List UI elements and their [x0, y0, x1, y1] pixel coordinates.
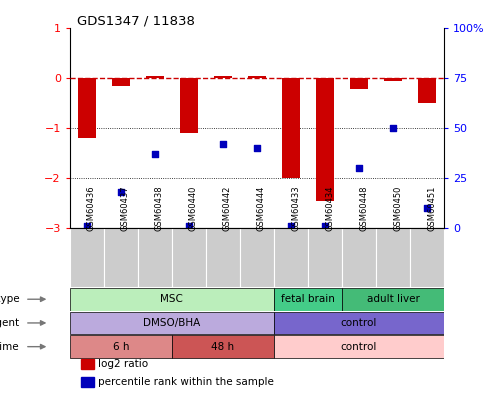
Text: 6 h: 6 h [113, 342, 129, 352]
FancyBboxPatch shape [70, 288, 274, 311]
FancyBboxPatch shape [70, 335, 172, 358]
Text: GSM60437: GSM60437 [121, 185, 130, 231]
FancyBboxPatch shape [274, 311, 444, 335]
Point [219, 141, 227, 147]
Text: GSM60444: GSM60444 [257, 185, 266, 231]
Bar [316, 78, 334, 200]
Bar [146, 76, 164, 78]
Point [117, 189, 125, 195]
Text: time: time [0, 342, 19, 352]
Text: 48 h: 48 h [212, 342, 235, 352]
Bar [281, 78, 300, 178]
Text: GDS1347 / 11838: GDS1347 / 11838 [77, 14, 195, 27]
Point [389, 125, 397, 132]
Text: fetal brain: fetal brain [281, 294, 335, 304]
Text: GSM60448: GSM60448 [359, 185, 368, 231]
Bar [418, 78, 437, 103]
Text: percentile rank within the sample: percentile rank within the sample [98, 377, 274, 387]
FancyBboxPatch shape [342, 288, 444, 311]
Text: GSM60440: GSM60440 [189, 185, 198, 231]
Bar [350, 78, 368, 89]
Text: GSM60438: GSM60438 [155, 185, 164, 231]
FancyBboxPatch shape [240, 228, 274, 288]
FancyBboxPatch shape [104, 228, 138, 288]
Bar [248, 76, 266, 78]
FancyBboxPatch shape [410, 228, 444, 288]
Text: control: control [341, 318, 377, 328]
Bar [180, 78, 198, 133]
Text: GSM60442: GSM60442 [223, 185, 232, 231]
FancyBboxPatch shape [342, 228, 376, 288]
Bar [112, 78, 130, 86]
Text: DMSO/BHA: DMSO/BHA [143, 318, 201, 328]
Bar [214, 76, 233, 78]
FancyBboxPatch shape [172, 335, 274, 358]
Text: GSM60436: GSM60436 [87, 185, 96, 231]
Bar [384, 78, 402, 81]
FancyBboxPatch shape [376, 228, 410, 288]
FancyBboxPatch shape [274, 228, 308, 288]
FancyBboxPatch shape [274, 335, 444, 358]
Point [83, 223, 91, 229]
Text: MSC: MSC [161, 294, 183, 304]
Point [185, 223, 193, 229]
Text: control: control [341, 342, 377, 352]
Text: GSM60450: GSM60450 [393, 185, 402, 231]
Text: GSM60451: GSM60451 [427, 185, 436, 231]
FancyBboxPatch shape [70, 228, 104, 288]
Text: adult liver: adult liver [367, 294, 420, 304]
Bar [77, 78, 96, 138]
Point [321, 223, 329, 229]
Text: cell type: cell type [0, 294, 19, 304]
Point [253, 145, 261, 151]
FancyBboxPatch shape [172, 228, 206, 288]
Text: GSM60434: GSM60434 [325, 185, 334, 231]
Text: agent: agent [0, 318, 19, 328]
Text: log2 ratio: log2 ratio [98, 359, 148, 369]
Text: GSM60433: GSM60433 [291, 185, 300, 231]
FancyBboxPatch shape [274, 288, 342, 311]
FancyBboxPatch shape [206, 228, 240, 288]
Point [151, 151, 159, 158]
Point [423, 205, 431, 211]
Point [287, 223, 295, 229]
FancyBboxPatch shape [308, 228, 342, 288]
FancyBboxPatch shape [70, 311, 274, 335]
FancyBboxPatch shape [138, 228, 172, 288]
Bar [81, 377, 94, 387]
Bar [81, 359, 94, 369]
Point [355, 165, 363, 171]
